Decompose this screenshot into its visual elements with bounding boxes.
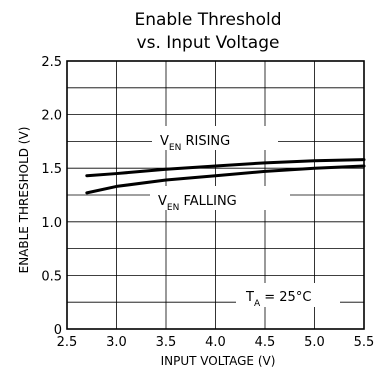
y-tick-label: 0.5 — [41, 269, 62, 284]
rising-label-sub: EN — [169, 143, 181, 153]
chart-title-line2: vs. Input Voltage — [137, 33, 280, 53]
y-tick-labels: 0 0.5 1.0 1.5 2.0 2.5 — [41, 55, 62, 338]
rising-label: VEN RISING — [160, 134, 230, 153]
series-layer — [85, 158, 366, 195]
plot-frame — [66, 60, 365, 330]
temp-label-main: T — [245, 290, 254, 305]
chart-title-line1: Enable Threshold — [134, 10, 281, 30]
temp-label-bg — [236, 283, 340, 307]
rising-label-bg — [152, 126, 278, 150]
y-tick-label: 1.0 — [41, 216, 62, 231]
temp-label-sub: A — [254, 299, 261, 309]
falling-label-main: V — [158, 194, 167, 209]
falling-label-bg — [150, 186, 290, 210]
y-tick-label: 2.5 — [41, 55, 62, 70]
falling-label: VEN FALLING — [158, 194, 237, 213]
y-tick-label: 2.0 — [41, 109, 62, 124]
temp-label-rest: = 25°C — [260, 290, 311, 305]
x-tick-label: 5.5 — [354, 335, 375, 350]
rising-label-rest: RISING — [181, 134, 230, 149]
series-line-ven-rising — [85, 158, 366, 178]
x-tick-label: 5.0 — [304, 335, 325, 350]
x-tick-label: 3.0 — [106, 335, 127, 350]
y-tick-label: 1.5 — [41, 162, 62, 177]
series-line-ven-falling — [85, 164, 366, 195]
falling-label-rest: FALLING — [179, 194, 236, 209]
temp-label: TA = 25°C — [245, 290, 311, 309]
x-tick-label: 3.5 — [156, 335, 177, 350]
x-tick-label: 4.5 — [255, 335, 276, 350]
x-tick-label: 2.5 — [57, 335, 78, 350]
y-axis-title: ENABLE THRESHOLD (V) — [17, 127, 31, 274]
x-axis-title: INPUT VOLTAGE (V) — [161, 354, 276, 368]
falling-label-sub: EN — [167, 203, 179, 213]
x-tick-labels: 2.5 3.0 3.5 4.0 4.5 5.0 5.5 — [57, 335, 375, 350]
x-tick-label: 4.0 — [205, 335, 226, 350]
y-tick-label: 0 — [54, 323, 62, 338]
rising-label-main: V — [160, 134, 169, 149]
